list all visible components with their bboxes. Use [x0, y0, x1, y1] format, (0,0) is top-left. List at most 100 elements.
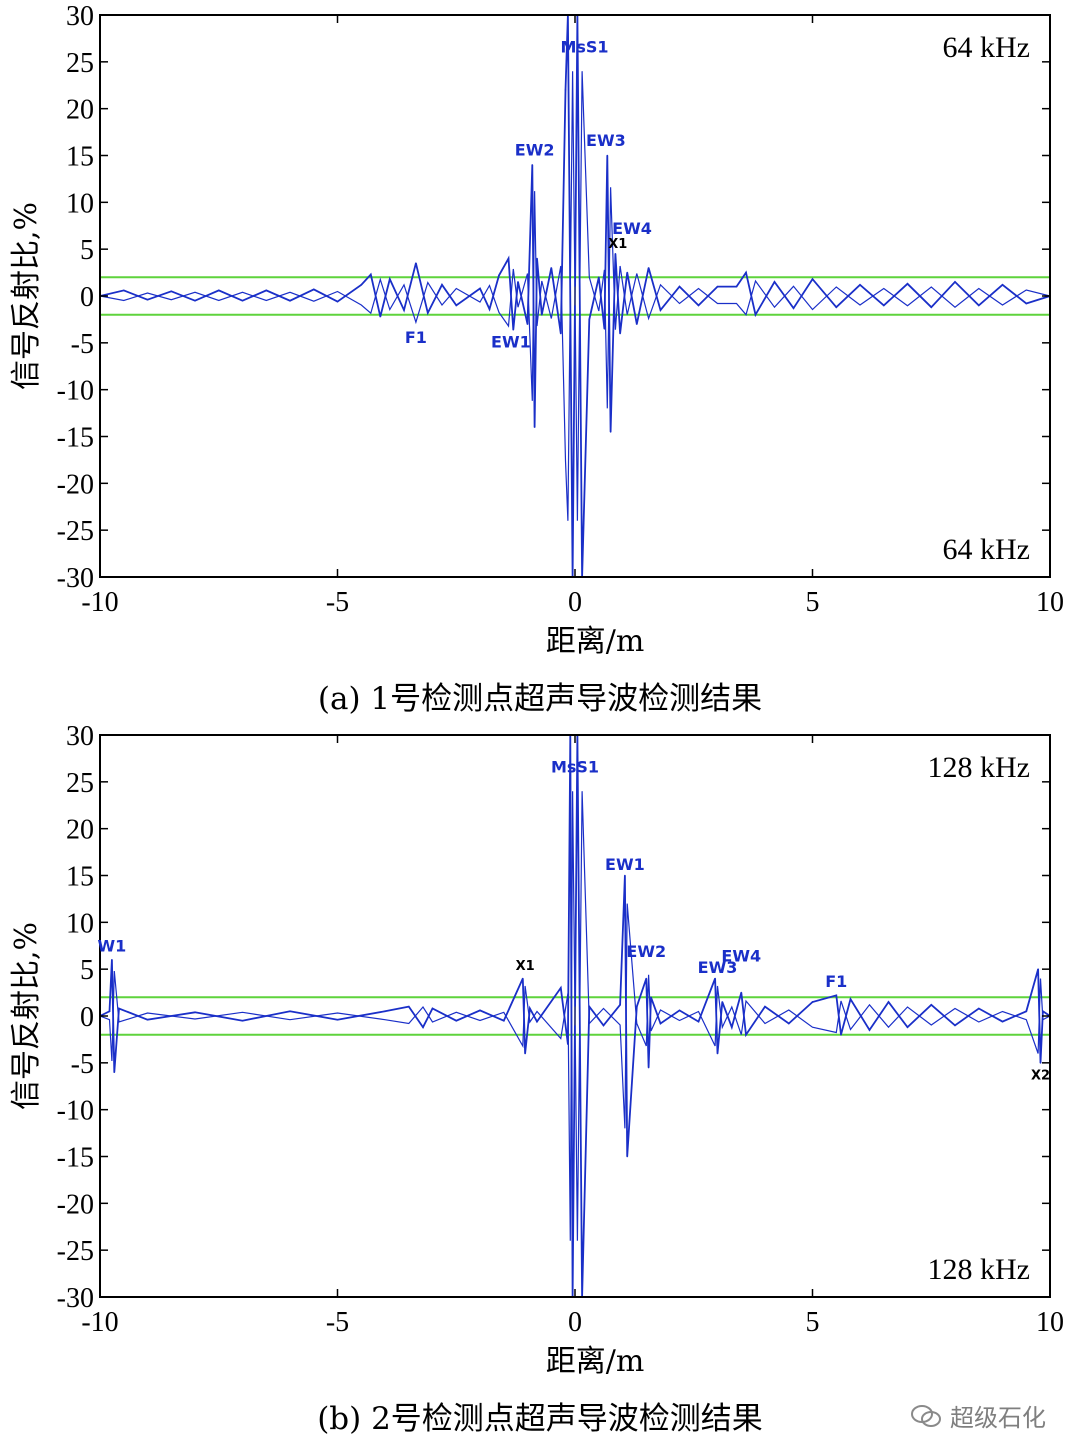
y-tick-label: -20: [57, 469, 94, 500]
data-point: [533, 426, 536, 428]
x-tick-label: 10: [1036, 587, 1064, 618]
x-tick-label: 0: [568, 587, 582, 618]
caption-b: (b) 2号检测点超声导波检测结果: [317, 1401, 763, 1437]
data-point: [379, 315, 382, 318]
y-tick-label: -5: [71, 1049, 94, 1080]
signal-envelope-line: [100, 791, 1050, 1241]
x-tick-label: 0: [568, 1307, 582, 1338]
data-point: [697, 1020, 700, 1023]
data-point: [635, 1005, 638, 1008]
data-point: [312, 288, 315, 291]
watermark: 超级石化: [910, 1398, 1046, 1433]
annotation-label: MsS1: [560, 37, 608, 56]
data-point: [626, 1155, 629, 1158]
data-point: [217, 289, 220, 292]
data-point: [635, 323, 638, 325]
x-axis-label: 距离/m: [546, 1344, 645, 1379]
x-tick-label: 10: [1036, 1307, 1064, 1338]
y-tick-label: 30: [66, 721, 94, 752]
data-point: [1039, 1062, 1042, 1064]
data-point: [977, 304, 980, 307]
frequency-label-bottom: 128 kHz: [928, 1253, 1030, 1286]
data-point: [388, 278, 391, 280]
data-point: [954, 1024, 956, 1027]
data-point: [512, 328, 515, 331]
data-point: [422, 1026, 424, 1029]
data-point: [113, 1071, 116, 1073]
annotation-label: EW3: [586, 131, 626, 150]
y-axis-label: 信号反射比,%: [9, 922, 44, 1110]
data-point: [835, 994, 838, 997]
data-point: [479, 1009, 481, 1012]
annotation-label: EW4: [612, 219, 652, 238]
annotation-label: EW1: [491, 333, 531, 352]
data-point: [289, 1010, 291, 1013]
y-tick-label: -15: [57, 423, 94, 454]
data-point: [619, 332, 621, 335]
data-point: [403, 309, 405, 311]
data-point: [792, 307, 795, 309]
y-tick-label: 5: [80, 235, 94, 266]
signal-envelope-line: [100, 71, 1050, 521]
y-tick-label: -30: [57, 563, 94, 594]
data-point: [194, 1011, 196, 1014]
frequency-label-top: 64 kHz: [943, 31, 1030, 64]
data-point: [787, 1022, 790, 1025]
data-point: [626, 271, 629, 274]
data-point: [1001, 1020, 1004, 1023]
annotation-label: F1: [825, 972, 847, 991]
data-point: [336, 300, 339, 303]
data-point: [764, 1005, 766, 1008]
data-point: [697, 304, 700, 307]
data-point: [606, 154, 609, 157]
data-point: [567, 1043, 569, 1045]
data-point: [650, 996, 652, 999]
data-point: [849, 998, 852, 1000]
data-point: [536, 257, 538, 260]
data-point: [868, 1029, 871, 1031]
data-point: [1025, 302, 1028, 305]
x-tick-label: -10: [81, 1307, 118, 1338]
x-axis-label: 距离/m: [546, 624, 645, 659]
y-tick-label: -10: [57, 376, 94, 407]
data-point: [521, 977, 524, 980]
data-point: [659, 1022, 662, 1025]
data-point: [906, 283, 909, 285]
x-tick-label: 5: [806, 587, 820, 618]
data-point: [502, 1019, 505, 1022]
data-point: [426, 312, 429, 314]
data-point: [597, 276, 600, 279]
data-point: [714, 977, 716, 980]
data-point: [721, 1001, 724, 1003]
y-tick-label: 15: [66, 862, 94, 893]
data-point: [111, 959, 113, 961]
data-point: [614, 253, 617, 255]
frequency-label-top: 128 kHz: [928, 751, 1030, 784]
data-point: [122, 289, 125, 292]
data-point: [146, 298, 149, 301]
data-point: [659, 309, 662, 311]
data-point: [588, 318, 591, 321]
data-point: [730, 1026, 733, 1029]
data-point: [564, 89, 567, 91]
data-point: [488, 308, 491, 310]
data-point: [498, 274, 500, 277]
data-point: [360, 283, 363, 286]
y-tick-label: -5: [71, 329, 94, 360]
data-point: [811, 278, 814, 280]
data-point: [773, 281, 776, 283]
data-point: [241, 299, 244, 302]
annotation-label: X2: [1031, 1069, 1050, 1084]
y-tick-label: 0: [80, 1002, 94, 1033]
data-point: [1042, 1010, 1044, 1013]
data-point: [603, 327, 606, 330]
data-point: [479, 287, 481, 290]
annotation-label: EW4: [721, 947, 761, 966]
annotation-label: X1: [516, 959, 535, 974]
y-tick-label: -25: [57, 1236, 94, 1267]
data-point: [1025, 1010, 1028, 1013]
data-point: [859, 283, 861, 286]
y-tick-label: -10: [57, 1096, 94, 1127]
annotation-label: EW2: [515, 141, 555, 160]
